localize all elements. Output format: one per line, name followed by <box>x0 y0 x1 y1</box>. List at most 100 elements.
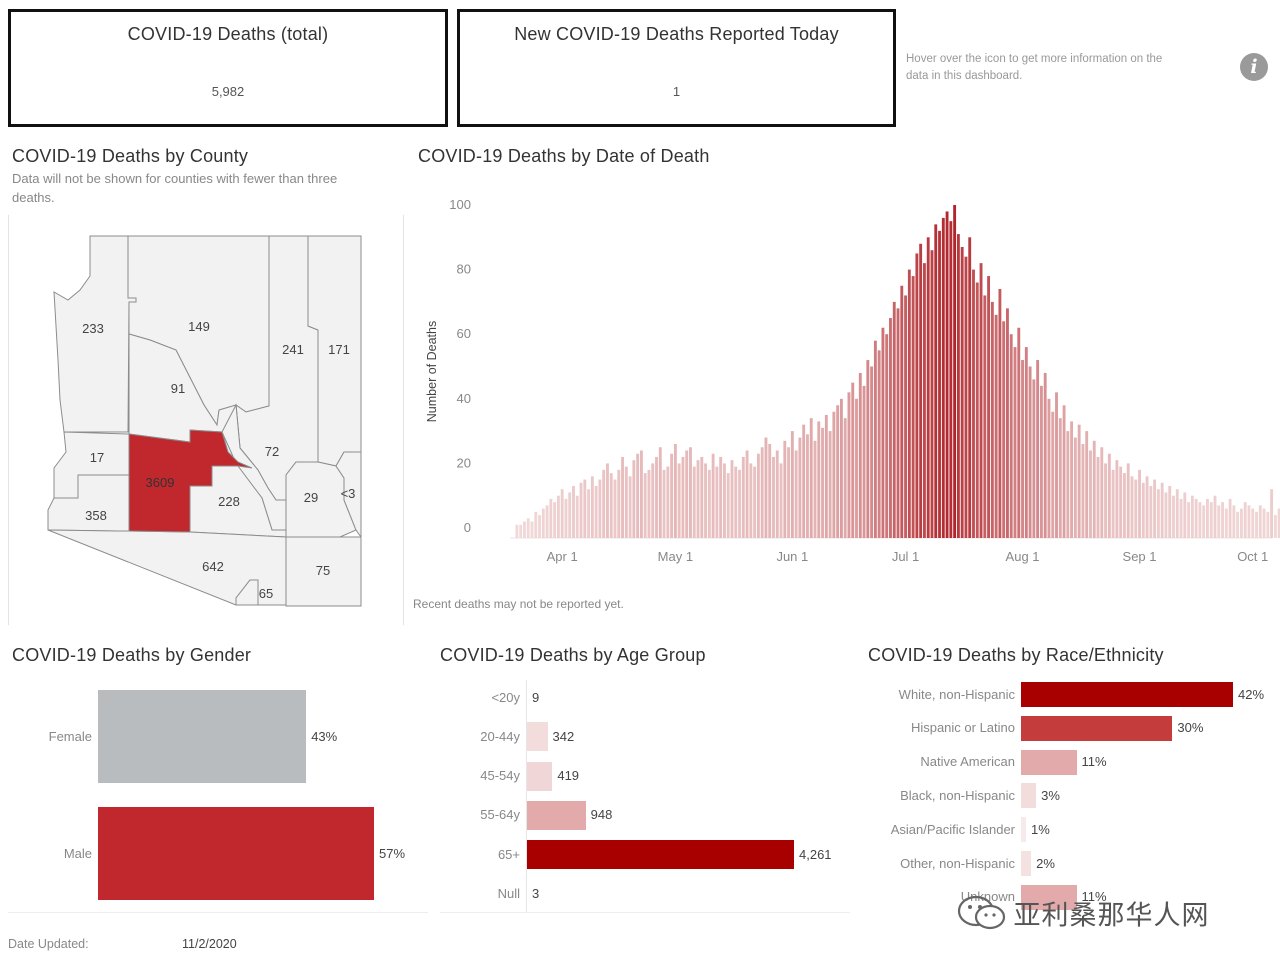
date-bar[interactable] <box>602 469 606 538</box>
date-bar[interactable] <box>734 466 738 538</box>
date-bar[interactable] <box>696 460 700 538</box>
date-bar[interactable] <box>1047 398 1051 538</box>
date-bar[interactable] <box>892 301 896 538</box>
date-bar[interactable] <box>877 350 881 538</box>
date-bar[interactable] <box>1194 498 1198 538</box>
date-bar[interactable] <box>1273 515 1277 538</box>
county-santa-cruz[interactable] <box>235 579 286 606</box>
date-bar[interactable] <box>979 263 983 538</box>
date-bar[interactable] <box>1190 495 1194 538</box>
date-bar[interactable] <box>583 479 587 538</box>
date-bar[interactable] <box>851 382 855 538</box>
date-bar[interactable] <box>1036 360 1040 538</box>
date-bar[interactable] <box>772 456 775 538</box>
date-bar[interactable] <box>579 482 583 538</box>
bar[interactable] <box>1021 783 1037 809</box>
date-bar[interactable] <box>813 440 817 538</box>
date-bar[interactable] <box>802 424 806 538</box>
date-bar[interactable] <box>651 463 655 538</box>
date-bar[interactable] <box>764 437 768 538</box>
date-bar[interactable] <box>1081 444 1085 538</box>
date-bar[interactable] <box>855 398 858 538</box>
date-bar[interactable] <box>1066 431 1070 538</box>
date-bar[interactable] <box>1160 482 1164 538</box>
date-bar[interactable] <box>685 450 689 538</box>
date-bar[interactable] <box>1206 498 1209 538</box>
bar[interactable] <box>526 722 548 752</box>
date-bar[interactable] <box>1115 460 1119 538</box>
date-bar[interactable] <box>1262 508 1266 538</box>
date-bar[interactable] <box>1145 476 1149 538</box>
date-bar[interactable] <box>926 237 930 539</box>
date-bar[interactable] <box>873 340 877 538</box>
date-bar[interactable] <box>666 466 670 538</box>
date-bar[interactable] <box>1096 456 1100 538</box>
date-bar[interactable] <box>738 469 741 538</box>
date-bar[interactable] <box>1039 385 1043 538</box>
date-bar[interactable] <box>1232 505 1236 538</box>
date-bar[interactable] <box>609 473 613 538</box>
date-bar[interactable] <box>866 360 870 538</box>
date-bar[interactable] <box>1239 508 1243 538</box>
date-bar[interactable] <box>828 431 832 538</box>
date-bar[interactable] <box>964 256 968 538</box>
county-maricopa[interactable] <box>128 429 253 533</box>
county-cochise[interactable] <box>285 536 362 607</box>
date-bar[interactable] <box>1213 495 1217 538</box>
date-bar[interactable] <box>1100 447 1104 538</box>
date-bar[interactable] <box>1243 502 1247 538</box>
date-bar[interactable] <box>832 411 836 538</box>
date-bar[interactable] <box>730 460 734 538</box>
date-bar[interactable] <box>541 508 545 538</box>
date-bar[interactable] <box>681 456 685 538</box>
date-bar[interactable] <box>983 295 987 538</box>
date-bar[interactable] <box>741 456 745 538</box>
bar[interactable] <box>526 800 586 830</box>
date-bar[interactable] <box>670 453 674 538</box>
date-bar[interactable] <box>553 502 557 538</box>
date-bar[interactable] <box>1006 308 1009 538</box>
date-bar[interactable] <box>655 456 658 538</box>
bar[interactable] <box>98 807 374 900</box>
date-bar[interactable] <box>700 456 704 538</box>
date-bar[interactable] <box>858 372 862 538</box>
date-bar[interactable] <box>1149 486 1153 538</box>
date-bar[interactable] <box>1028 366 1032 539</box>
date-bar[interactable] <box>1217 505 1221 538</box>
date-bar[interactable] <box>1251 508 1255 538</box>
date-bar[interactable] <box>1017 327 1021 538</box>
date-bar[interactable] <box>1119 466 1123 538</box>
date-bar[interactable] <box>1168 486 1172 538</box>
date-bar[interactable] <box>572 486 575 538</box>
date-bar[interactable] <box>862 385 866 538</box>
date-bar[interactable] <box>636 453 640 538</box>
date-bar[interactable] <box>1183 492 1187 538</box>
bar[interactable] <box>1021 884 1077 910</box>
date-bar[interactable] <box>968 237 972 539</box>
date-bar[interactable] <box>953 205 957 538</box>
date-bar[interactable] <box>1055 392 1058 538</box>
date-bar[interactable] <box>715 466 719 538</box>
date-bar[interactable] <box>1270 489 1274 538</box>
bar[interactable] <box>526 840 794 870</box>
date-bar[interactable] <box>889 318 892 538</box>
date-bar[interactable] <box>689 447 692 538</box>
date-bar[interactable] <box>1032 379 1036 538</box>
date-bar[interactable] <box>1107 453 1111 538</box>
date-bar[interactable] <box>1104 463 1107 538</box>
date-bar[interactable] <box>1153 479 1157 538</box>
bar[interactable] <box>1021 817 1027 843</box>
date-bar[interactable] <box>658 447 662 538</box>
date-bar[interactable] <box>1172 495 1175 538</box>
date-bar[interactable] <box>1070 421 1074 538</box>
date-bar[interactable] <box>990 301 994 538</box>
date-bar[interactable] <box>945 211 949 538</box>
date-bar[interactable] <box>798 437 802 538</box>
date-bar[interactable] <box>949 221 953 538</box>
date-bar[interactable] <box>632 460 636 538</box>
date-bar[interactable] <box>575 495 579 538</box>
date-bar[interactable] <box>673 444 677 538</box>
date-bar[interactable] <box>1092 440 1096 538</box>
date-bar[interactable] <box>1156 489 1160 538</box>
date-bar[interactable] <box>1236 511 1240 538</box>
